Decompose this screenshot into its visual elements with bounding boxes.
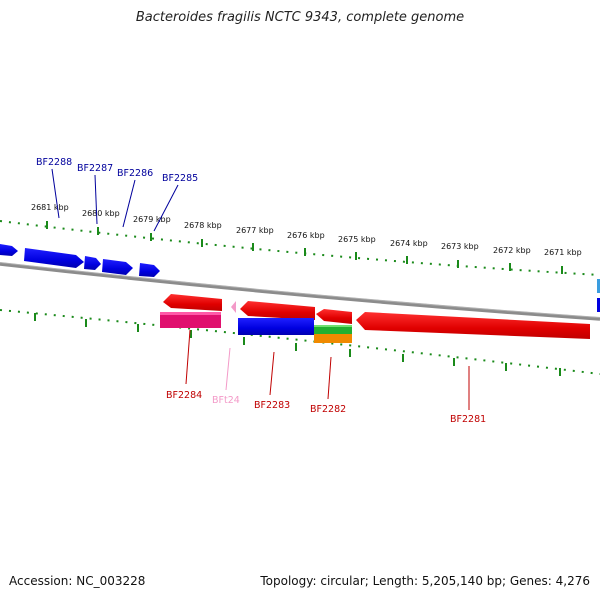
gene-label-bottom[interactable]: BF2281 <box>450 414 486 425</box>
scale-label: 2679 kbp <box>133 215 171 224</box>
gene-leader-line <box>185 329 191 385</box>
gene-arrow-bf2286[interactable] <box>102 259 133 275</box>
gene-box-bf2283[interactable] <box>238 318 314 335</box>
gene-leader-line <box>122 179 136 228</box>
gene-label-bottom[interactable]: BF2284 <box>166 390 202 401</box>
gene-label-top[interactable]: BF2286 <box>117 168 153 179</box>
gene-edge-fragment[interactable] <box>597 279 600 293</box>
gene-label-bottom[interactable]: BFt24 <box>212 395 240 406</box>
scale-label: 2675 kbp <box>338 235 376 244</box>
scale-labels: 2681 kbp 2680 kbp 2679 kbp 2678 kbp 2677 kbp… <box>31 203 582 257</box>
scale-label: 2681 kbp <box>31 203 69 212</box>
genome-backbone <box>0 262 600 321</box>
gene-leader-line <box>225 347 231 391</box>
scale-label: 2678 kbp <box>184 221 222 230</box>
scale-label: 2676 kbp <box>287 231 325 240</box>
scale-label: 2677 kbp <box>236 226 274 235</box>
scale-label: 2674 kbp <box>390 239 428 248</box>
gene-arrow-bf2285[interactable] <box>139 263 160 277</box>
scale-label: 2673 kbp <box>441 242 479 251</box>
gene-label-bottom[interactable]: BF2283 <box>254 400 290 411</box>
outer-major-ticks <box>46 221 563 274</box>
gene-label-bottom[interactable]: BF2282 <box>310 404 346 415</box>
gene-arrow-bf2283[interactable] <box>240 301 315 320</box>
gene-leader-line <box>51 168 60 219</box>
gene-box-bf2282-green[interactable] <box>314 325 352 334</box>
gene-edge-fragment-blue[interactable] <box>597 298 600 312</box>
gene-leader-line <box>94 174 98 225</box>
gene-box-bf2282-orange[interactable] <box>314 334 352 343</box>
gene-label-top[interactable]: BF2285 <box>162 173 198 184</box>
gene-label-top[interactable]: BF2287 <box>77 163 113 174</box>
gene-label-top[interactable]: BF2288 <box>36 157 72 168</box>
gene-leader-line <box>153 184 179 232</box>
scale-label: 2680 kbp <box>82 209 120 218</box>
gene-arrow-bf2284[interactable] <box>163 294 222 311</box>
gene-arrow-bf2281[interactable] <box>356 312 590 339</box>
reverse-strand-genes <box>160 294 590 343</box>
forward-strand-genes <box>0 244 160 277</box>
gene-arrow-bf2287[interactable] <box>84 256 101 270</box>
accession-text: Accession: NC_003228 <box>9 574 146 588</box>
inner-major-ticks <box>34 313 561 376</box>
map-title: Bacteroides fragilis NCTC 9343, complete… <box>135 10 465 25</box>
gene-arrow-bft24[interactable] <box>231 301 236 313</box>
gene-labels: BF2288 BF2287 BF2286 BF2285 BF2284 BFt24 BF228… <box>36 157 486 425</box>
gene-leader-line <box>327 356 332 400</box>
gene-arrow-left-partial[interactable] <box>0 244 18 256</box>
genome-summary-text: Topology: circular; Length: 5,205,140 bp… <box>260 574 590 588</box>
gene-arrow-bf2288[interactable] <box>24 248 84 268</box>
gene-box-bf2284[interactable] <box>160 312 221 328</box>
gene-leader-line <box>269 351 275 396</box>
scale-label: 2672 kbp <box>493 246 531 255</box>
gene-arrow-bf2283b[interactable] <box>316 309 352 324</box>
scale-label: 2671 kbp <box>544 248 582 257</box>
